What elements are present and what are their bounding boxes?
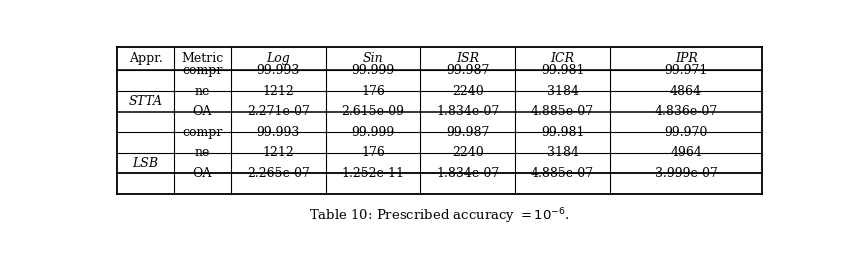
Text: 176: 176 (361, 146, 385, 159)
Text: 3.999e-07: 3.999e-07 (655, 167, 717, 180)
Text: OA: OA (193, 105, 212, 118)
Text: 2.615e-09: 2.615e-09 (341, 105, 404, 118)
Text: 2240: 2240 (452, 85, 484, 98)
Text: ne: ne (195, 146, 210, 159)
Text: 2.265e-07: 2.265e-07 (247, 167, 310, 180)
Text: 2.271e-07: 2.271e-07 (247, 105, 310, 118)
Text: IPR: IPR (674, 52, 698, 65)
Text: 4.885e-07: 4.885e-07 (531, 105, 594, 118)
Text: 99.971: 99.971 (664, 64, 708, 77)
Text: 99.999: 99.999 (351, 126, 395, 139)
Text: 99.981: 99.981 (541, 126, 584, 139)
Text: 1.252e-11: 1.252e-11 (341, 167, 404, 180)
Text: 4864: 4864 (670, 85, 702, 98)
Text: 3184: 3184 (547, 85, 578, 98)
Text: 99.993: 99.993 (257, 64, 299, 77)
Text: ISR: ISR (456, 52, 480, 65)
Text: 1.834e-07: 1.834e-07 (436, 167, 499, 180)
Text: 99.981: 99.981 (541, 64, 584, 77)
Text: ne: ne (195, 85, 210, 98)
Text: 2240: 2240 (452, 146, 484, 159)
Text: 99.999: 99.999 (351, 64, 395, 77)
Text: Table 10: Prescribed accuracy $= 10^{-6}$.: Table 10: Prescribed accuracy $= 10^{-6}… (309, 206, 571, 225)
Text: 1212: 1212 (263, 85, 294, 98)
Text: Appr.: Appr. (129, 52, 162, 65)
Text: 99.987: 99.987 (446, 64, 489, 77)
Text: OA: OA (193, 167, 212, 180)
Text: 1.834e-07: 1.834e-07 (436, 105, 499, 118)
Text: 99.993: 99.993 (257, 126, 299, 139)
Text: 4.836e-07: 4.836e-07 (655, 105, 718, 118)
Text: 4964: 4964 (670, 146, 702, 159)
Text: LSB: LSB (133, 157, 159, 170)
Text: 176: 176 (361, 85, 385, 98)
Text: 99.970: 99.970 (664, 126, 708, 139)
Text: 1212: 1212 (263, 146, 294, 159)
Text: Log: Log (266, 52, 290, 65)
Text: 3184: 3184 (547, 146, 578, 159)
Text: 4.885e-07: 4.885e-07 (531, 167, 594, 180)
Text: Sin: Sin (363, 52, 384, 65)
Text: STTA: STTA (129, 95, 163, 108)
Text: Metric: Metric (181, 52, 223, 65)
Text: 99.987: 99.987 (446, 126, 489, 139)
Text: compr: compr (182, 126, 222, 139)
Text: compr: compr (182, 64, 222, 77)
Text: ICR: ICR (551, 52, 575, 65)
